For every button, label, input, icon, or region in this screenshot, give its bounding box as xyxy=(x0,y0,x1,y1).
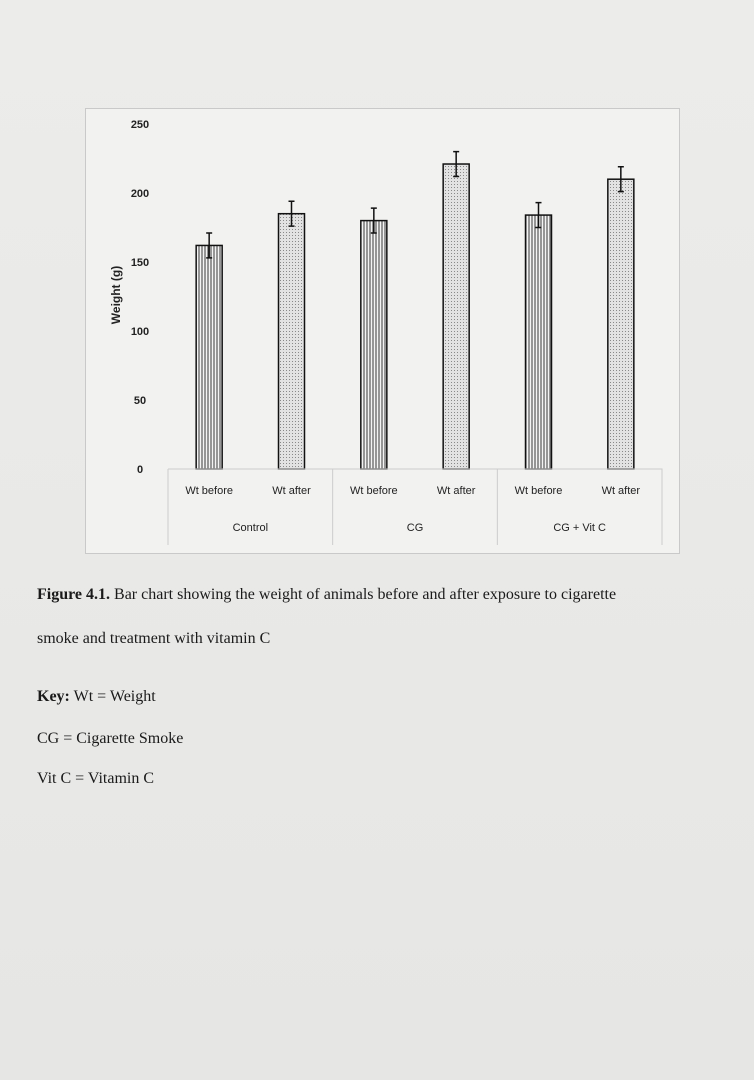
group-label: CG + Vit C xyxy=(553,522,606,534)
y-tick-label: 200 xyxy=(131,188,149,200)
key-line1: Key: Wt = Weight xyxy=(37,688,156,706)
key-line3: Vit C = Vitamin C xyxy=(37,770,155,787)
figure-caption-line2: smoke and treatment with vitamin C xyxy=(37,630,271,647)
x-tick-label: Wt before xyxy=(185,485,233,497)
bar xyxy=(442,163,470,470)
error-bar xyxy=(288,200,295,227)
figure-caption-line1: Figure 4.1. Bar chart showing the weight… xyxy=(37,586,616,604)
y-tick-label: 250 xyxy=(131,119,149,131)
x-tick-label: Wt before xyxy=(350,485,398,497)
key-line2: CG = Cigarette Smoke xyxy=(37,730,184,747)
y-tick-label: 100 xyxy=(131,326,149,338)
x-tick-label: Wt after xyxy=(437,485,476,497)
x-tick-label: Wt after xyxy=(602,485,641,497)
error-bar xyxy=(370,207,377,234)
x-tick-label: Wt after xyxy=(272,485,311,497)
error-bar xyxy=(535,201,542,229)
bar xyxy=(524,214,553,470)
bar xyxy=(607,178,635,470)
y-tick-label: 150 xyxy=(131,257,149,269)
y-tick-label: 50 xyxy=(134,395,146,407)
key-label: Key: xyxy=(37,688,70,705)
y-axis-label: Weight (g) xyxy=(109,266,123,324)
x-tick-label: Wt before xyxy=(515,485,563,497)
group-label: CG xyxy=(407,522,424,534)
error-bar xyxy=(453,150,460,178)
figure-label: Figure 4.1. xyxy=(37,586,111,603)
error-bar xyxy=(617,166,624,193)
bar-chart: Weight (g) 0 50 100 150 200 250 Wt before Wt a… xyxy=(109,119,663,545)
group-label: Control xyxy=(233,522,268,534)
caption-text: Bar chart showing the weight of animals … xyxy=(110,586,617,603)
bar xyxy=(195,244,223,470)
bar xyxy=(360,219,388,470)
bar xyxy=(277,212,306,470)
error-bar xyxy=(206,232,213,259)
key-text: Wt = Weight xyxy=(69,688,156,705)
y-tick-label: 0 xyxy=(137,464,143,476)
